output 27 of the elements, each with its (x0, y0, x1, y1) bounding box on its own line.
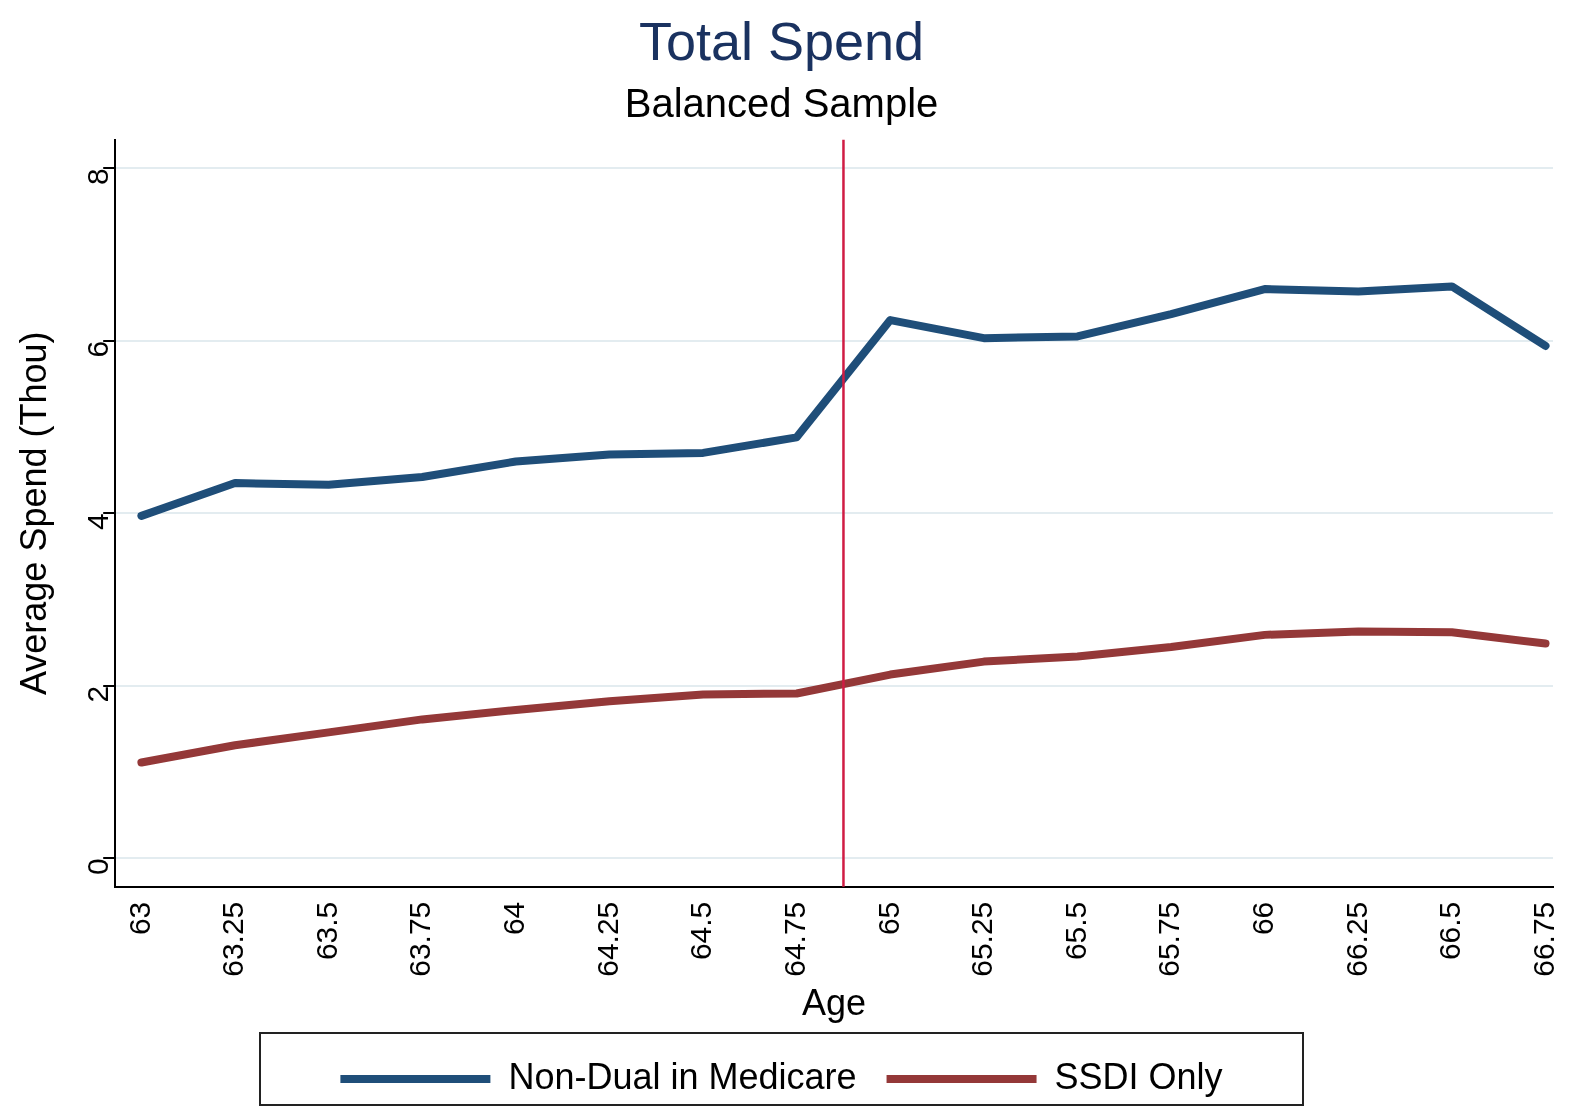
y-axis-title: Average Spend (Thou) (12, 331, 54, 696)
x-tick-label: 65.5 (1058, 901, 1092, 961)
x-tick-label: 66.25 (1339, 901, 1373, 977)
x-axis-title: Age (802, 982, 867, 1024)
x-tick-label: 66.75 (1526, 901, 1560, 977)
chart-title: Total Spend (638, 11, 925, 72)
y-tick-label: 8 (81, 168, 115, 185)
x-tick-label: 64.5 (684, 901, 718, 961)
y-tick-label: 6 (81, 340, 115, 358)
chart-subtitle: Balanced Sample (624, 80, 939, 125)
x-tick-label: 63 (122, 901, 156, 936)
y-tick-label: 2 (81, 685, 115, 703)
y-tick-label: 0 (81, 858, 115, 875)
x-tick-label: 64.75 (777, 901, 811, 977)
legend-label: SSDI Only (1054, 1055, 1223, 1097)
x-tick-label: 65.75 (1152, 901, 1186, 977)
x-tick-label: 63.75 (403, 901, 437, 977)
legend-label: Non-Dual in Medicare (508, 1055, 857, 1097)
x-tick-label: 64 (497, 901, 531, 936)
x-tick-label: 63.25 (216, 901, 250, 977)
y-tick-label: 4 (81, 513, 115, 530)
x-tick-label: 65 (871, 901, 905, 936)
x-tick-label: 66 (1245, 901, 1279, 936)
x-tick-label: 66.5 (1433, 901, 1467, 961)
x-tick-label: 65.25 (965, 901, 999, 977)
x-tick-label: 64.25 (590, 901, 624, 977)
x-tick-label: 63.5 (309, 901, 343, 961)
